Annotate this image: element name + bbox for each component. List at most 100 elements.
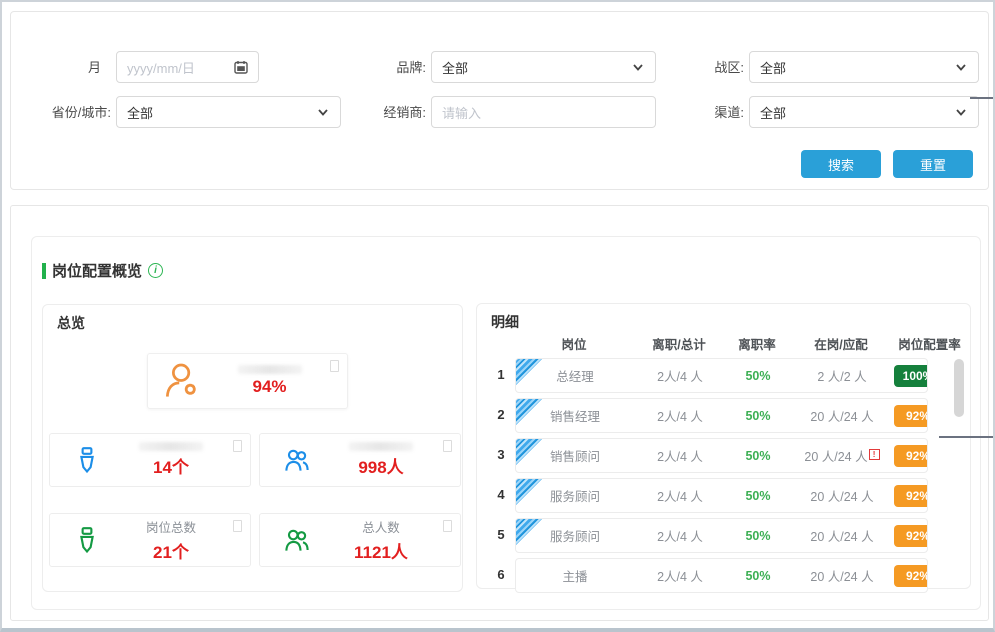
chevron-down-icon [318, 109, 328, 116]
row-index: 5 [497, 527, 505, 542]
chevron-down-icon [956, 64, 966, 71]
row-card[interactable]: 主播 2人/4 人 50% 20 人/24 人 92% [515, 558, 928, 593]
overview-summary-card: 总览 94% [42, 304, 463, 592]
detail-icon[interactable] [330, 360, 339, 372]
month-date-input[interactable]: yyyy/mm/日 [116, 51, 259, 83]
post-config-card: 岗位配置概览 i 总览 [31, 236, 981, 610]
dealer-label: 经销商: [383, 105, 426, 120]
row-card[interactable]: 服务顾问 2人/4 人 50% 20 人/24 人 92% [515, 478, 928, 513]
people-icon [282, 525, 312, 555]
quit-rate: 50% [745, 448, 771, 463]
overview-title: 总览 [57, 315, 85, 331]
detail-table-card: 明细 岗位 离职/总计 离职率 在岗/应配 岗位配置率 1 总经理 2人/4 人 50… [476, 303, 972, 593]
page-title: 岗位配置概览 [52, 263, 143, 280]
brand-select-value: 全部 [442, 60, 469, 76]
annotation-line [970, 97, 993, 99]
channel-select-value: 全部 [760, 105, 787, 121]
table-row[interactable]: 1 总经理 2人/4 人 50% 2 人/2 人 100% [477, 358, 972, 393]
quit-rate: 50% [745, 528, 771, 543]
stat-label: 总人数 [362, 521, 400, 535]
chevron-down-icon [633, 64, 643, 71]
region-label: 省份/城市: [51, 105, 111, 120]
config-rate-cell: 92% [894, 404, 927, 427]
post-name: 服务顾问 [549, 530, 600, 544]
row-card[interactable]: 服务顾问 2人/4 人 50% 20 人/24 人 92% [515, 518, 928, 553]
row-index: 3 [497, 447, 505, 462]
annotation-line [939, 436, 993, 438]
filter-panel: 月 yyyy/mm/日 品牌: 全部 战区: 全部 省份/城市: 全部 经销商:… [10, 11, 989, 190]
quit-total: 2人/4 人 [657, 490, 703, 504]
col-rate: 离职率 [738, 338, 776, 352]
dealer-input-placeholder: 请输入 [442, 105, 482, 121]
config-rate-badge: 92% [894, 444, 927, 467]
detail-icon[interactable] [233, 520, 242, 532]
region-select-value: 全部 [127, 105, 154, 121]
stat-card: 14个 [49, 433, 251, 487]
onduty-value: 20 人/24 人 [810, 570, 874, 584]
brand-select[interactable]: 全部 [431, 51, 656, 83]
quit-rate: 50% [745, 568, 771, 583]
calendar-icon[interactable] [234, 60, 248, 74]
post-name: 总经理 [556, 370, 594, 384]
search-button[interactable]: 搜索 [801, 150, 881, 178]
scrollbar-thumb[interactable] [954, 359, 964, 417]
tie-icon [72, 445, 102, 475]
channel-label: 渠道: [714, 105, 744, 120]
post-name: 服务顾问 [549, 490, 600, 504]
stat-card: 总人数 1121人 [259, 513, 461, 567]
detail-title: 明细 [491, 314, 519, 330]
row-card[interactable]: 销售经理 2人/4 人 50% 20 人/24 人 92% [515, 398, 928, 433]
tie-icon [72, 525, 102, 555]
table-row[interactable]: 6 主播 2人/4 人 50% 20 人/24 人 92% [477, 558, 972, 593]
row-index: 4 [497, 487, 505, 502]
col-onduty: 在岗/应配 [814, 338, 868, 352]
row-index: 2 [497, 407, 505, 422]
brand-label: 品牌: [396, 60, 426, 75]
onduty-value: 20 人/24 人 [810, 410, 874, 424]
col-config: 岗位配置率 [898, 338, 961, 352]
detail-icon[interactable] [443, 520, 452, 532]
detail-icon[interactable] [233, 440, 242, 452]
config-rate-cell: 92% [894, 444, 927, 467]
row-card[interactable]: 总经理 2人/4 人 50% 2 人/2 人 100% [515, 358, 928, 393]
info-icon[interactable]: i [148, 263, 164, 278]
quit-total: 2人/4 人 [657, 570, 703, 584]
channel-select[interactable]: 全部 [749, 96, 979, 128]
onduty-value: 20 人/24 人! [790, 446, 894, 465]
table-row[interactable]: 2 销售经理 2人/4 人 50% 20 人/24 人 92% [477, 398, 972, 433]
config-rate-badge: 92% [894, 524, 927, 547]
title-accent-bar [42, 262, 46, 279]
config-rate-badge: 100% [894, 364, 927, 387]
reset-button[interactable]: 重置 [893, 150, 973, 178]
row-index: 6 [497, 567, 505, 582]
section-title: 岗位配置概览 i [42, 260, 164, 281]
region-select[interactable]: 全部 [116, 96, 341, 128]
onduty-value: 2 人/2 人 [817, 370, 867, 384]
row-card[interactable]: 销售顾问 2人/4 人 50% 20 人/24 人! 92% [515, 438, 928, 473]
table-row[interactable]: 4 服务顾问 2人/4 人 50% 20 人/24 人 92% [477, 478, 972, 513]
quit-total: 2人/4 人 [657, 450, 703, 464]
month-label: 月 [87, 60, 101, 75]
blurred-stat-label [349, 442, 413, 451]
stat-card: 998人 [259, 433, 461, 487]
onduty-value: 20 人/24 人 [810, 490, 874, 504]
col-ratio: 离职/总计 [652, 338, 706, 352]
table-row[interactable]: 5 服务顾问 2人/4 人 50% 20 人/24 人 92% [477, 518, 972, 553]
stat-value: 1121人 [354, 543, 408, 562]
zone-select-value: 全部 [760, 60, 787, 76]
stat-value: 998人 [358, 458, 404, 477]
stat-value: 21个 [153, 543, 189, 562]
detail-icon[interactable] [443, 440, 452, 452]
config-rate-badge: 92% [894, 404, 927, 427]
config-rate-badge: 92% [894, 484, 927, 507]
warning-icon[interactable]: ! [868, 449, 880, 460]
onduty-value: 20 人/24 人 [810, 530, 874, 544]
config-rate-badge: 92% [894, 564, 927, 587]
quit-total: 2人/4 人 [657, 370, 703, 384]
zone-select[interactable]: 全部 [749, 51, 979, 83]
row-index: 1 [497, 367, 505, 382]
table-row[interactable]: 3 销售顾问 2人/4 人 50% 20 人/24 人! 92% [477, 438, 972, 473]
people-icon [282, 445, 312, 475]
dealer-input[interactable]: 请输入 [431, 96, 656, 128]
